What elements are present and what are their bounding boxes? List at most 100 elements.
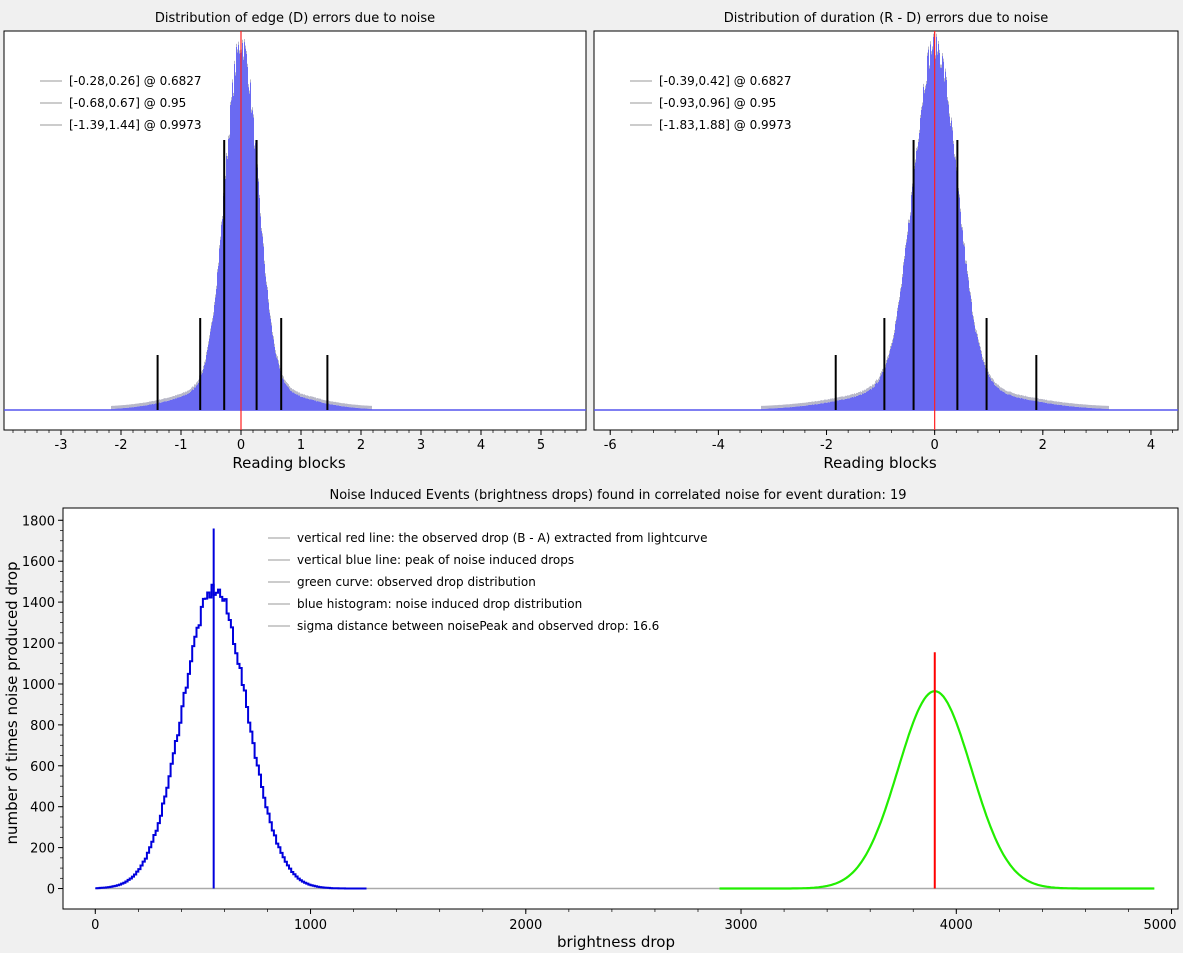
- histogram-bar: [1043, 402, 1044, 410]
- histogram-bar: [146, 405, 147, 410]
- histogram-bar-edge: [210, 328, 211, 332]
- histogram-bar-edge: [152, 400, 153, 404]
- histogram-bar-edge: [965, 260, 966, 264]
- histogram-bar: [1057, 404, 1058, 410]
- histogram-bar-edge: [1084, 404, 1085, 408]
- histogram-bar-edge: [304, 394, 305, 398]
- histogram-bar: [948, 104, 949, 410]
- histogram-bar: [1072, 406, 1073, 410]
- histogram-bar: [874, 386, 875, 410]
- histogram-bar-edge: [245, 45, 246, 49]
- histogram-bar-edge: [207, 346, 208, 350]
- histogram-bar: [138, 406, 139, 410]
- histogram-bar-edge: [994, 381, 995, 385]
- histogram-bar: [174, 399, 175, 410]
- histogram-bar: [949, 116, 950, 410]
- histogram-bar: [183, 395, 184, 410]
- histogram-bar-edge: [885, 364, 886, 368]
- histogram-bar: [1069, 406, 1070, 410]
- histogram-bar: [338, 405, 339, 410]
- histogram-bar-edge: [779, 404, 780, 408]
- histogram-bar-edge: [831, 398, 832, 402]
- histogram-bar: [119, 408, 120, 410]
- histogram-bar: [368, 408, 369, 410]
- histogram-bar-edge: [783, 404, 784, 408]
- histogram-bar-edge: [252, 107, 253, 111]
- histogram-bar-edge: [159, 399, 160, 403]
- histogram-bar: [1013, 396, 1014, 410]
- histogram-bar-edge: [1089, 404, 1090, 408]
- histogram-bar-edge: [187, 390, 188, 394]
- histogram-bar-edge: [162, 399, 163, 403]
- histogram-bar-edge: [973, 316, 974, 320]
- histogram-bar: [1080, 407, 1081, 410]
- histogram-bar-edge: [148, 401, 149, 405]
- legend-label: [-0.39,0.42] @ 0.6827: [659, 74, 792, 88]
- histogram-bar: [369, 408, 370, 410]
- histogram-bar-edge: [1080, 404, 1081, 408]
- histogram-bar: [1049, 403, 1050, 410]
- histogram-bar: [779, 407, 780, 410]
- histogram-bar: [951, 120, 952, 410]
- histogram-bar: [942, 56, 943, 410]
- histogram-bar-edge: [283, 376, 284, 380]
- histogram-bar: [1088, 407, 1089, 410]
- histogram-bar-edge: [196, 382, 197, 386]
- histogram-bar-edge: [125, 404, 126, 408]
- histogram-bar-edge: [1032, 397, 1033, 401]
- histogram-bar-edge: [880, 373, 881, 377]
- histogram-bar-edge: [876, 379, 877, 383]
- histogram-bar-edge: [1060, 401, 1061, 405]
- chart-title: Noise Induced Events (brightness drops) …: [329, 488, 906, 503]
- histogram-bar-edge: [1091, 405, 1092, 409]
- histogram-bar-edge: [1044, 399, 1045, 403]
- histogram-bar: [1001, 390, 1002, 410]
- histogram-bar-edge: [972, 311, 973, 315]
- histogram-bar-edge: [826, 399, 827, 403]
- histogram-bar-edge: [814, 401, 815, 405]
- histogram-bar-edge: [951, 117, 952, 121]
- histogram-bar: [882, 371, 883, 410]
- x-tick-label: 4: [477, 438, 485, 453]
- histogram-bar: [132, 407, 133, 410]
- histogram-bar-edge: [1078, 404, 1079, 408]
- histogram-bar: [975, 331, 976, 410]
- histogram-bar: [222, 219, 223, 410]
- histogram-bar-edge: [1007, 391, 1008, 395]
- histogram-bar: [1098, 408, 1099, 410]
- histogram-bar-edge: [768, 405, 769, 409]
- histogram-bar: [826, 402, 827, 410]
- histogram-bar: [245, 48, 246, 410]
- histogram-bar: [985, 368, 986, 410]
- histogram-bar-edge: [141, 403, 142, 407]
- histogram-bar-edge: [275, 350, 276, 354]
- histogram-bar-edge: [237, 49, 238, 53]
- histogram-bar-edge: [834, 398, 835, 402]
- histogram-bar-edge: [228, 135, 229, 139]
- histogram-bar-edge: [859, 391, 860, 395]
- histogram-bar-edge: [888, 354, 889, 358]
- histogram-bar: [1083, 407, 1084, 410]
- histogram-bar: [783, 407, 784, 410]
- histogram-bar-edge: [1090, 404, 1091, 408]
- histogram-bar-edge: [1070, 403, 1071, 407]
- histogram-bar-edge: [984, 362, 985, 366]
- histogram-bar-edge: [247, 63, 248, 67]
- histogram-bar: [963, 244, 964, 410]
- histogram-bar: [182, 395, 183, 410]
- histogram-bar: [880, 376, 881, 410]
- histogram-bar-edge: [882, 368, 883, 372]
- histogram-bar-edge: [214, 301, 215, 305]
- histogram-bar: [260, 216, 261, 410]
- histogram-bar: [162, 402, 163, 410]
- histogram-bar: [780, 407, 781, 410]
- histogram-bar: [212, 321, 213, 410]
- histogram-bar: [290, 390, 291, 410]
- histogram-bar-edge: [971, 298, 972, 302]
- histogram-bar-edge: [897, 307, 898, 311]
- histogram-bar: [837, 400, 838, 410]
- histogram-bar-edge: [792, 403, 793, 407]
- histogram-bar: [231, 100, 232, 410]
- histogram-bar-edge: [812, 401, 813, 405]
- histogram-bar: [781, 407, 782, 410]
